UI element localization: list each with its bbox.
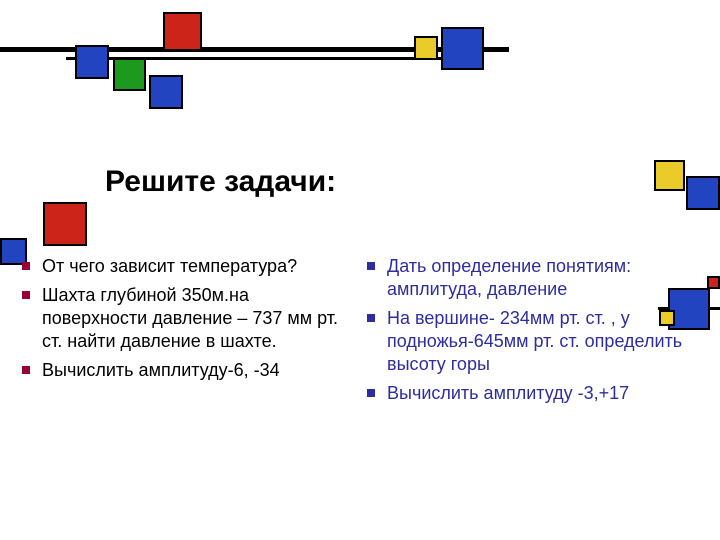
deco-square [149, 75, 183, 109]
list-item: От чего зависит температура? [20, 255, 350, 278]
left-list: От чего зависит температура? Шахта глубин… [20, 255, 350, 382]
deco-square [43, 202, 87, 246]
content-columns: От чего зависит температура? Шахта глубин… [20, 255, 700, 411]
right-column: Дать определение понятиям: амплитуда, да… [365, 255, 695, 411]
deco-line [0, 47, 509, 52]
list-item: Вычислить амплитуду -3,+17 [365, 382, 695, 405]
deco-square [113, 58, 146, 91]
deco-square [707, 276, 720, 289]
deco-line [66, 57, 452, 60]
list-item: Шахта глубиной 350м.на поверхности давле… [20, 284, 350, 353]
list-item: Дать определение понятиям: амплитуда, да… [365, 255, 695, 301]
list-item: Вычислить амплитуду-6, -34 [20, 359, 350, 382]
deco-square [414, 36, 438, 60]
deco-square [163, 12, 202, 51]
deco-square [654, 160, 685, 191]
deco-square [75, 45, 109, 79]
right-list: Дать определение понятиям: амплитуда, да… [365, 255, 695, 405]
left-column: От чего зависит температура? Шахта глубин… [20, 255, 350, 411]
page-title: Решите задачи: [105, 165, 336, 199]
deco-square [686, 176, 720, 210]
deco-square [441, 27, 484, 70]
list-item: На вершине- 234мм рт. ст. , у подножья-6… [365, 307, 695, 376]
